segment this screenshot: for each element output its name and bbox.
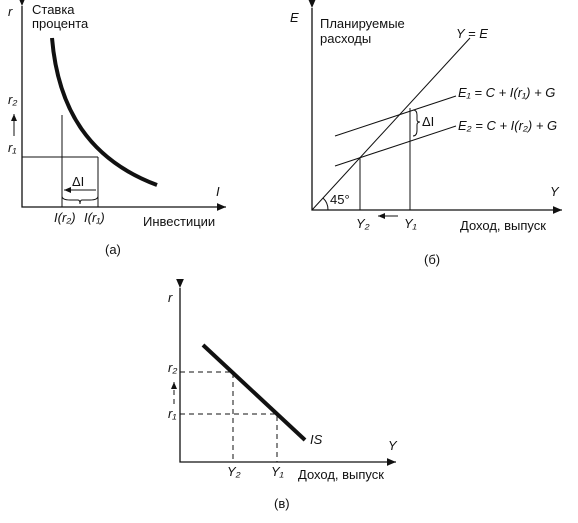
panel-label: (б)	[424, 252, 440, 267]
tick-x: Y₂	[227, 464, 241, 479]
tick-y: r₂	[8, 92, 17, 107]
delta: ΔI	[72, 174, 84, 189]
axis-x: Y	[550, 184, 560, 199]
guide-lines	[22, 115, 99, 207]
axes	[18, 0, 226, 211]
axis-x: I	[216, 184, 220, 199]
axis-x-title: Доход, выпуск	[298, 467, 384, 482]
panel-c: r r₂ r₁ IS Y Y₂ Y₁ Доход, выпуск (в)	[168, 278, 398, 511]
delta: ΔI	[422, 114, 434, 129]
tick-x: I(r₁)	[84, 210, 105, 225]
line-label: E₁ = C + I(r₁) + G	[458, 85, 555, 100]
line-e2	[334, 125, 457, 167]
panel-b: E Планируемые расходы Y = E E₁ = C + I(r…	[290, 0, 562, 267]
axis-y: r	[168, 290, 173, 305]
axis-y-title: Планируемые	[320, 16, 405, 31]
line-e1	[334, 95, 457, 137]
investment-curve	[50, 37, 158, 187]
brace	[61, 195, 99, 205]
line-label: Y = E	[456, 26, 488, 41]
axes	[176, 278, 396, 466]
panel-label: (а)	[105, 242, 121, 257]
axis-y: E	[290, 10, 299, 25]
axis-y-title: расходы	[320, 31, 371, 46]
tick-y: r₁	[8, 140, 16, 155]
brace	[412, 109, 421, 137]
axis-x-title: Инвестиции	[143, 214, 215, 229]
curve-label: IS	[310, 432, 323, 447]
line-45	[311, 37, 471, 211]
angle-arc	[322, 197, 329, 211]
tick-x: I(r₂)	[54, 210, 76, 225]
guide-lines	[180, 371, 278, 462]
tick-y: r₂	[168, 360, 177, 375]
tick-y: r₁	[168, 406, 176, 421]
tick-x: Y₁	[404, 216, 417, 231]
angle: 45°	[330, 192, 350, 207]
axis-x-title: Доход, выпуск	[460, 218, 546, 233]
axis-y: r	[8, 4, 13, 19]
tick-x: Y₁	[271, 464, 284, 479]
axis-y-title: процента	[32, 16, 89, 31]
tick-x: Y₂	[356, 216, 370, 231]
panel-a: r Ставка процента r₂ r₁ ΔI I I(r₂) I(r₁)…	[8, 0, 226, 257]
is-curve	[201, 343, 307, 442]
guide-lines	[359, 108, 411, 210]
line-label: E₂ = C + I(r₂) + G	[458, 118, 557, 133]
panel-label: (в)	[274, 496, 290, 511]
axis-y-title: Ставка	[32, 2, 75, 17]
axis-x: Y	[388, 438, 398, 453]
